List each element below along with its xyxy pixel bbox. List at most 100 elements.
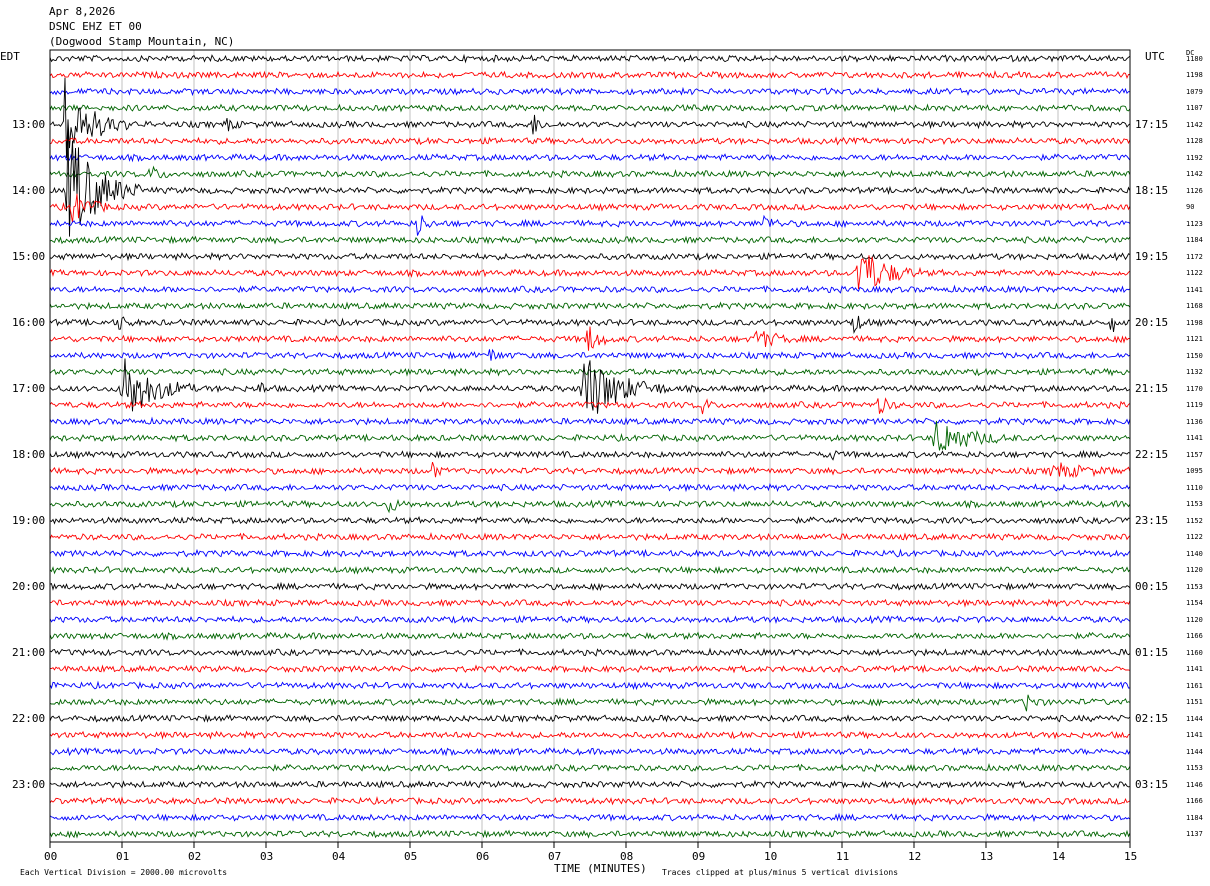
seismic-trace-32 <box>49 581 1131 592</box>
seismic-trace-45 <box>49 796 1131 806</box>
seismic-trace-36 <box>49 647 1131 657</box>
utc-time-label: 02:15 <box>1135 711 1169 725</box>
utc-time-label: 21:15 <box>1135 381 1169 395</box>
dc-offset-label: 1137 <box>1186 830 1203 838</box>
seismic-trace-11 <box>49 235 1131 245</box>
footer-scale-note: Each Vertical Division = 2000.00 microvo… <box>20 868 228 877</box>
x-tick-label: 07 <box>548 850 562 863</box>
footer-clip-note: Traces clipped at plus/minus 5 vertical … <box>662 868 899 877</box>
x-tick-label: 08 <box>620 850 634 863</box>
dc-offset-label: 1152 <box>1186 516 1203 525</box>
seismic-trace-35 <box>49 631 1131 641</box>
edt-time-label: 15:00 <box>12 249 46 263</box>
x-axis-title: TIME (MINUTES) <box>554 862 647 875</box>
dc-offset-label: 1110 <box>1186 483 1203 492</box>
x-tick-label: 12 <box>908 850 922 863</box>
seismic-trace-46 <box>49 812 1131 823</box>
seismic-trace-24 <box>49 449 1131 461</box>
edt-time-label: 13:00 <box>12 117 46 131</box>
dc-offset-label: 1157 <box>1186 450 1203 459</box>
edt-time-label: 19:00 <box>12 513 46 527</box>
seismic-trace-25 <box>49 461 1131 478</box>
seismic-trace-20 <box>49 358 1131 414</box>
dc-offset-label: 1120 <box>1186 566 1203 574</box>
dc-offset-label: 1144 <box>1186 747 1203 756</box>
dc-offset-label: 1168 <box>1186 302 1203 310</box>
x-tick-label: 15 <box>1124 850 1138 863</box>
dc-offset-label: 1079 <box>1186 87 1203 96</box>
seismic-trace-17 <box>49 326 1131 351</box>
seismic-trace-12 <box>49 251 1131 262</box>
seismic-trace-21 <box>49 397 1131 415</box>
seismic-trace-18 <box>49 348 1131 361</box>
utc-time-label: 18:15 <box>1135 183 1169 197</box>
dc-offset-label: 1136 <box>1186 417 1203 426</box>
header-station: DSNC EHZ ET 00 <box>49 20 142 33</box>
seismic-trace-30 <box>49 548 1131 559</box>
utc-time-label: 22:15 <box>1135 447 1169 461</box>
utc-time-label: 00:15 <box>1135 579 1169 593</box>
edt-time-label: 14:00 <box>12 183 46 197</box>
dc-offset-label: 1121 <box>1186 335 1203 343</box>
edt-time-label: 22:00 <box>12 711 46 725</box>
dc-offset-label: 90 <box>1186 203 1195 211</box>
dc-offset-label: 1153 <box>1186 764 1203 772</box>
x-tick-label: 14 <box>1052 850 1066 863</box>
dc-offset-label: 1153 <box>1186 500 1203 508</box>
dc-offset-label: 1180 <box>1186 54 1203 63</box>
dc-offset-label: 1198 <box>1186 318 1203 327</box>
x-tick-label: 02 <box>188 850 202 863</box>
seismic-trace-14 <box>49 284 1131 294</box>
seismic-trace-7 <box>49 165 1131 179</box>
edt-time-label: 21:00 <box>12 645 46 659</box>
header-date: Apr 8,2026 <box>49 5 116 18</box>
utc-time-label: 20:15 <box>1135 315 1169 329</box>
seismic-traces <box>49 53 1131 839</box>
plot-frame <box>49 49 1131 843</box>
dc-offset-label: 1095 <box>1186 467 1203 475</box>
seismic-trace-16 <box>49 315 1131 335</box>
dc-offset-label: 1150 <box>1186 351 1203 360</box>
dc-offset-label: 1142 <box>1186 120 1203 129</box>
seismic-trace-41 <box>49 730 1131 740</box>
x-tick-label: 00 <box>44 850 58 863</box>
dc-offset-label: 1160 <box>1186 648 1203 657</box>
dc-offset-label: 1154 <box>1186 599 1203 607</box>
dc-offset-label: 1141 <box>1186 665 1203 673</box>
dc-offset-label: 1144 <box>1186 714 1203 723</box>
seismic-trace-22 <box>49 416 1131 426</box>
edt-time-label: 16:00 <box>12 315 46 329</box>
dc-offset-label: 1172 <box>1186 252 1203 261</box>
dc-offset-label: 1122 <box>1186 533 1203 541</box>
x-tick-label: 13 <box>980 850 994 863</box>
seismic-trace-15 <box>49 301 1131 311</box>
dc-offset-label: 1141 <box>1186 434 1203 442</box>
seismic-trace-42 <box>49 746 1131 757</box>
edt-time-label: 20:00 <box>12 579 46 593</box>
seismic-trace-2 <box>49 86 1131 97</box>
seismic-trace-8 <box>49 124 1131 237</box>
seismic-trace-39 <box>49 694 1131 712</box>
x-tick-label: 03 <box>260 850 274 863</box>
x-tick-label: 11 <box>836 850 850 863</box>
seismic-trace-10 <box>49 214 1131 236</box>
utc-time-label: 23:15 <box>1135 513 1169 527</box>
dc-offset-label: 1140 <box>1186 549 1203 558</box>
seismic-trace-37 <box>49 664 1131 674</box>
x-tick-label: 06 <box>476 850 490 863</box>
seismic-trace-0 <box>49 53 1131 64</box>
seismic-trace-31 <box>49 565 1131 575</box>
x-tick-label: 09 <box>692 850 706 863</box>
seismic-trace-40 <box>49 713 1131 724</box>
right-axis-label: UTC <box>1145 50 1165 63</box>
dc-offset-label: 1122 <box>1186 269 1203 277</box>
seismic-trace-29 <box>49 532 1131 542</box>
seismic-trace-44 <box>49 779 1131 789</box>
seismic-trace-23 <box>49 420 1131 451</box>
seismic-trace-38 <box>49 680 1130 691</box>
seismic-trace-27 <box>49 498 1131 514</box>
dc-offset-label: 1120 <box>1186 615 1203 624</box>
dc-offset-label: 1141 <box>1186 285 1203 294</box>
x-tick-label: 04 <box>332 850 346 863</box>
dc-offset-label: 1161 <box>1186 681 1203 690</box>
